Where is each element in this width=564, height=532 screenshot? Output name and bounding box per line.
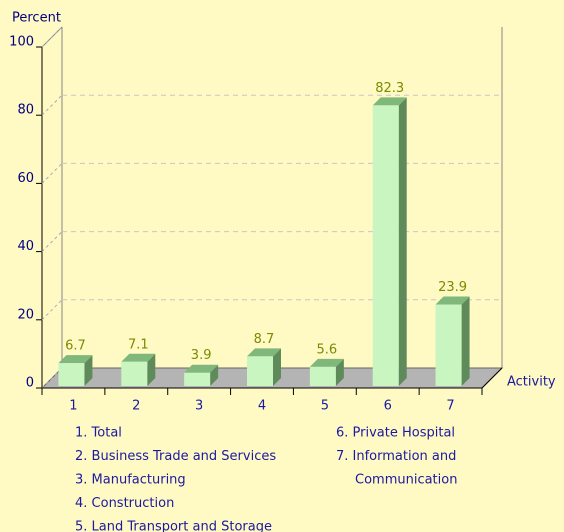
y-tick-label: 60: [17, 171, 34, 186]
y-tick-depth: [41, 367, 63, 389]
y-tick-depth: [41, 94, 63, 116]
bar-side: [398, 97, 407, 387]
y-tick-label: 80: [17, 103, 34, 118]
y-tick-depth: [41, 163, 63, 184]
bar: [184, 372, 211, 386]
y-tick-label: 40: [17, 239, 34, 254]
legend-entry: 2. Business Trade and Services: [75, 449, 276, 464]
value-label: 82.3: [375, 81, 404, 96]
bar-top: [58, 355, 93, 364]
bar-top: [184, 364, 219, 373]
legend-entry: 1. Total: [75, 426, 122, 441]
x-tick-label: 5: [321, 399, 329, 414]
bar: [121, 361, 148, 386]
legend-entry: 5. Land Transport and Storage: [75, 520, 272, 532]
legend-entry: 4. Construction: [75, 496, 174, 511]
bar: [309, 366, 336, 386]
y-axis-label: Percent: [12, 11, 61, 26]
x-tick-label: 7: [446, 399, 454, 414]
bar-side: [210, 364, 219, 386]
y-tick-label: 20: [17, 307, 34, 322]
y-tick-depth: [41, 231, 63, 252]
y-tick-label: 0: [26, 376, 34, 391]
legend-entry: 3. Manufacturing: [75, 473, 186, 488]
value-label: 5.6: [317, 342, 338, 357]
y-tick-depth: [41, 26, 63, 48]
bar: [247, 356, 273, 386]
x-axis-depth: [481, 367, 503, 389]
bar-side: [335, 358, 344, 386]
bar: [372, 105, 399, 387]
x-tick-label: 1: [69, 399, 77, 414]
bar-top: [309, 358, 344, 367]
bar-top: [121, 353, 156, 362]
bar: [435, 304, 462, 386]
bar-side: [147, 353, 156, 386]
y-tick-label: 100: [9, 35, 34, 50]
x-tick-label: 2: [132, 399, 140, 414]
value-label: 23.9: [438, 280, 467, 295]
value-label: 3.9: [191, 348, 212, 363]
y-tick-depth: [41, 299, 63, 321]
value-label: 8.7: [254, 332, 275, 347]
x-tick-label: 4: [258, 399, 266, 414]
bar: [58, 363, 85, 386]
legend-entry: Communication: [355, 473, 457, 488]
value-label: 7.1: [128, 337, 149, 352]
bar-side: [273, 348, 281, 386]
x-tick-label: 3: [195, 399, 203, 414]
bar-side: [461, 296, 470, 386]
legend-entry: 6. Private Hospital: [336, 426, 455, 441]
legend-entry: 7. Information and: [336, 449, 456, 464]
x-tick-label: 6: [384, 399, 392, 414]
x-axis-label: Activity: [507, 375, 556, 390]
bar-top: [372, 97, 407, 106]
value-label: 6.7: [65, 339, 86, 354]
bar-top: [435, 296, 470, 305]
bar-top: [247, 348, 281, 357]
bar-side: [84, 355, 93, 386]
